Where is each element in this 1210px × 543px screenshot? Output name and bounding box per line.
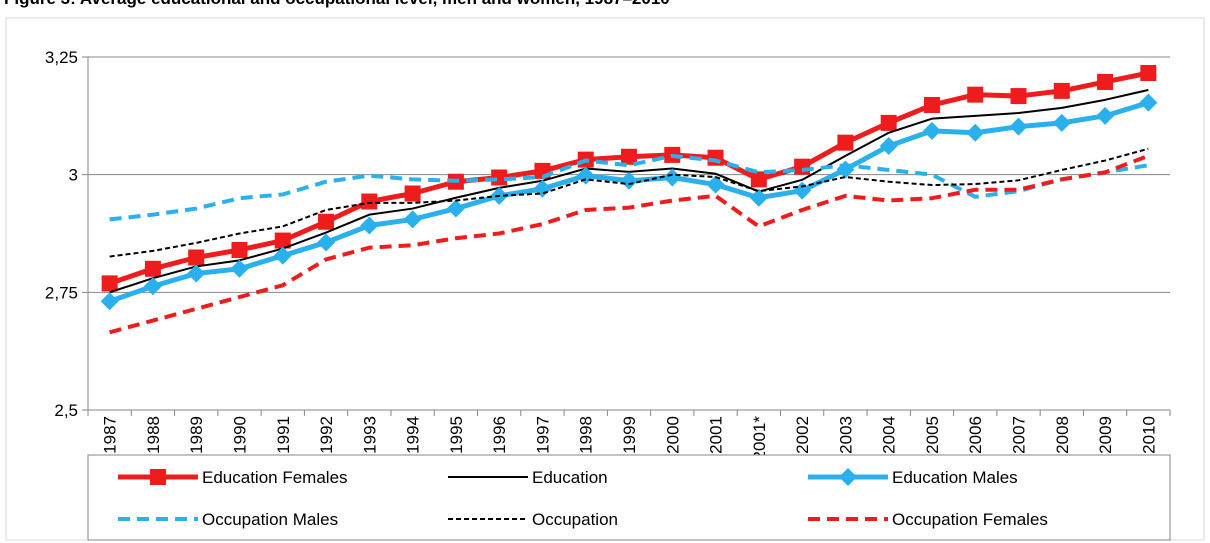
series-line [109, 153, 1149, 222]
x-tick-label: 1988 [144, 416, 163, 454]
x-tick-label: 2010 [1139, 416, 1158, 454]
marker [188, 249, 205, 266]
legend-label: Education Females [202, 468, 348, 487]
y-tick-label: 2,5 [54, 401, 78, 420]
marker [621, 148, 637, 165]
x-tick-label: 2003 [836, 416, 855, 454]
x-tick-label: 1997 [533, 416, 552, 454]
marker [923, 97, 940, 114]
x-tick-label: 2006 [966, 416, 985, 454]
y-tick-label: 2,75 [45, 283, 78, 302]
x-tick-label: 2005 [923, 416, 942, 454]
marker [403, 210, 422, 229]
legend-label: Occupation [532, 510, 618, 529]
chart-title: Figure 3: Average educational and occupa… [4, 0, 670, 8]
marker [317, 233, 336, 252]
marker [101, 275, 118, 292]
marker [404, 185, 421, 202]
legend-label: Occupation Females [892, 510, 1048, 529]
marker [144, 260, 161, 277]
y-tick-label: 3 [69, 166, 78, 185]
marker [446, 199, 465, 218]
marker [706, 175, 725, 194]
marker [663, 168, 682, 187]
marker [1096, 106, 1115, 125]
legend-label: Education [532, 468, 608, 487]
marker [1009, 117, 1028, 136]
marker [794, 158, 811, 175]
marker [880, 114, 897, 131]
marker [1053, 82, 1070, 99]
y-tick-label: 3,25 [45, 48, 78, 67]
x-tick-label: 1993 [360, 416, 379, 454]
marker [231, 241, 248, 258]
marker [187, 264, 206, 283]
x-tick-label: 2007 [1010, 416, 1029, 454]
marker [1139, 93, 1158, 112]
x-tick-label: 1996 [490, 416, 509, 454]
marker [966, 123, 985, 142]
series-line [109, 153, 1150, 335]
x-tick-label: 2001* [750, 416, 769, 461]
marker [793, 181, 812, 200]
series-line [108, 100, 1150, 304]
x-tick-label: 2008 [1053, 416, 1072, 454]
x-tick-label: 1995 [447, 416, 466, 454]
x-tick-label: 1990 [230, 416, 249, 454]
marker [922, 121, 941, 140]
marker [836, 160, 855, 179]
marker [361, 193, 378, 210]
x-tick-label: 2000 [663, 416, 682, 454]
marker [1010, 88, 1027, 105]
legend-label: Education Males [892, 468, 1018, 487]
marker [1140, 65, 1157, 82]
marker [1052, 113, 1071, 132]
series-line [109, 147, 1149, 258]
x-tick-label: 1994 [404, 416, 423, 454]
legend-box [87, 454, 1171, 541]
legend-marker [150, 469, 166, 485]
marker [837, 134, 854, 151]
x-tick-label: 1998 [577, 416, 596, 454]
marker [273, 246, 292, 265]
x-tick-label: 2002 [793, 416, 812, 454]
x-tick-label: 2004 [880, 416, 899, 454]
marker [749, 188, 768, 207]
marker [750, 171, 767, 188]
marker [620, 171, 638, 190]
marker [967, 86, 984, 103]
marker [143, 277, 162, 296]
x-tick-label: 1992 [317, 416, 336, 454]
x-tick-label: 1991 [274, 416, 293, 454]
marker [360, 216, 379, 235]
marker [274, 232, 291, 249]
x-tick-label: 1987 [101, 416, 120, 454]
marker [1097, 73, 1114, 90]
marker [318, 213, 335, 230]
x-tick-label: 1989 [187, 416, 206, 454]
legend-marker [839, 468, 857, 486]
marker [230, 259, 249, 278]
x-tick-label: 1999 [620, 416, 639, 454]
marker [707, 149, 724, 166]
marker [879, 136, 898, 155]
legend-label: Occupation Males [202, 510, 338, 529]
x-tick-label: 2009 [1096, 416, 1115, 454]
marker [100, 292, 119, 311]
x-tick-label: 2001 [707, 416, 726, 454]
